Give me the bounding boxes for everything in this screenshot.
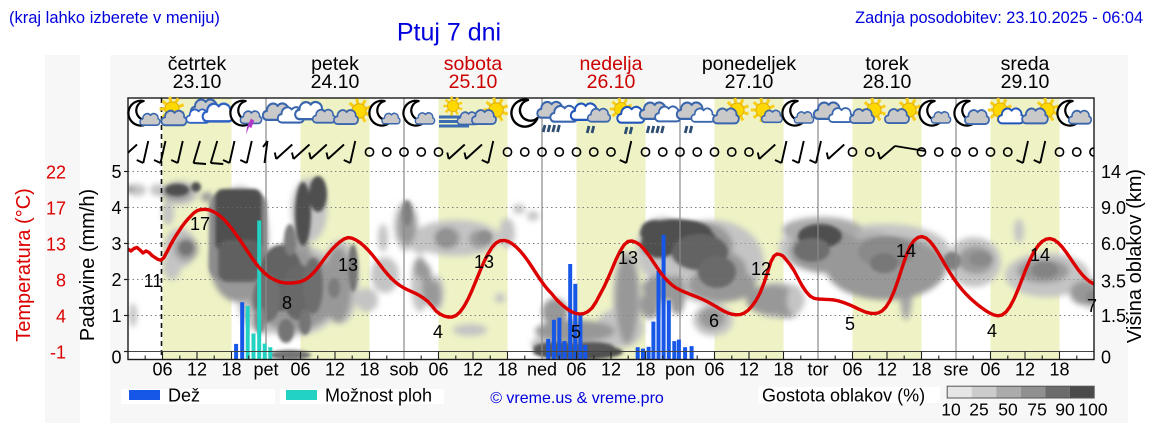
svg-text:5: 5 [571,322,581,342]
svg-text:13: 13 [46,235,66,255]
svg-text:28.10: 28.10 [863,71,912,93]
svg-text:3: 3 [111,234,121,254]
svg-text:6.0: 6.0 [1101,234,1126,254]
svg-text:sreda: sreda [1001,53,1050,75]
svg-text:8: 8 [56,271,66,291]
svg-text:10: 10 [941,400,961,420]
svg-text:Višina oblakov (km): Višina oblakov (km) [1124,169,1146,343]
svg-text:3.5: 3.5 [1101,272,1126,292]
svg-text:-1: -1 [50,343,66,363]
svg-text:18: 18 [773,360,793,380]
svg-text:18: 18 [1049,360,1069,380]
svg-text:25.10: 25.10 [449,71,498,93]
svg-text:14: 14 [1030,245,1050,265]
svg-text:22: 22 [46,163,66,183]
svg-text:12: 12 [1015,360,1035,380]
svg-text:17: 17 [190,214,210,234]
svg-text:06: 06 [428,360,448,380]
svg-text:24.10: 24.10 [311,71,360,93]
svg-text:ponedeljek: ponedeljek [702,53,797,75]
svg-text:14: 14 [896,241,916,261]
svg-text:9.0: 9.0 [1101,198,1126,218]
svg-text:75: 75 [1027,400,1046,420]
svg-text:18: 18 [911,360,931,380]
svg-text:petek: petek [311,53,359,75]
svg-text:23.10: 23.10 [173,71,222,93]
svg-text:2: 2 [111,270,121,290]
svg-text:Ptuj 7 dni: Ptuj 7 dni [397,19,501,47]
svg-text:25: 25 [969,400,988,420]
svg-text:torek: torek [865,53,909,75]
svg-text:sre: sre [943,360,968,380]
svg-text:pet: pet [253,360,278,380]
svg-text:sob: sob [389,360,418,380]
svg-text:7: 7 [1087,296,1097,316]
svg-text:Dež: Dež [168,386,200,406]
svg-text:13: 13 [338,255,358,275]
svg-text:pon: pon [665,360,695,380]
svg-text:06: 06 [290,360,310,380]
svg-text:13: 13 [618,248,638,268]
svg-text:100: 100 [1078,400,1107,420]
svg-text:Zadnja posodobitev: 23.10.2025: Zadnja posodobitev: 23.10.2025 - 06:04 [855,9,1143,27]
svg-text:27.10: 27.10 [725,71,774,93]
svg-text:29.10: 29.10 [1001,71,1050,93]
svg-text:ned: ned [527,360,557,380]
svg-text:8: 8 [282,293,292,313]
svg-text:0: 0 [111,348,121,368]
svg-text:06: 06 [566,360,586,380]
svg-text:5: 5 [111,162,121,182]
svg-text:Padavine (mm/h): Padavine (mm/h) [77,189,99,341]
svg-text:12: 12 [187,360,207,380]
svg-text:nedelja: nedelja [580,53,643,75]
svg-text:90: 90 [1055,400,1075,420]
svg-text:1.5: 1.5 [1101,306,1126,326]
svg-text:tor: tor [807,360,828,380]
svg-text:5: 5 [845,314,855,334]
svg-text:1: 1 [111,306,121,326]
svg-text:18: 18 [359,360,379,380]
svg-text:13: 13 [474,252,494,272]
svg-text:četrtek: četrtek [168,53,227,75]
svg-text:26.10: 26.10 [587,71,636,93]
svg-text:18: 18 [497,360,517,380]
svg-text:14: 14 [1101,162,1121,182]
svg-text:12: 12 [751,259,771,279]
svg-text:© vreme.us & vreme.pro: © vreme.us & vreme.pro [490,390,664,407]
svg-text:12: 12 [463,360,483,380]
svg-text:12: 12 [325,360,345,380]
svg-text:06: 06 [704,360,724,380]
svg-text:12: 12 [739,360,759,380]
svg-text:6: 6 [709,311,719,331]
svg-text:4: 4 [987,321,997,341]
svg-text:(kraj lahko izberete v meniju): (kraj lahko izberete v meniju) [9,9,220,27]
svg-text:18: 18 [221,360,241,380]
svg-text:4: 4 [111,198,121,218]
svg-text:4: 4 [433,322,443,342]
svg-text:Gostota oblakov (%): Gostota oblakov (%) [762,386,925,406]
svg-text:Temperatura (°C): Temperatura (°C) [13,188,35,342]
svg-text:12: 12 [877,360,897,380]
svg-text:06: 06 [842,360,862,380]
svg-text:Možnost ploh: Možnost ploh [325,386,432,406]
svg-text:0: 0 [1101,348,1111,368]
svg-text:06: 06 [980,360,1000,380]
svg-text:17: 17 [46,199,66,219]
svg-text:50: 50 [998,400,1018,420]
svg-text:sobota: sobota [444,53,503,75]
svg-text:4: 4 [56,307,66,327]
svg-text:18: 18 [635,360,655,380]
svg-text:11: 11 [144,271,163,291]
svg-text:12: 12 [601,360,621,380]
svg-text:06: 06 [152,360,172,380]
